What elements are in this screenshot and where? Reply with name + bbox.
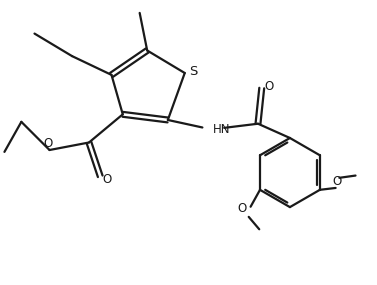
Text: O: O [238, 202, 247, 215]
Text: O: O [265, 80, 274, 93]
Text: O: O [333, 175, 342, 188]
Text: HN: HN [213, 123, 230, 136]
Text: S: S [189, 65, 197, 78]
Text: O: O [43, 137, 52, 150]
Text: O: O [103, 173, 112, 186]
